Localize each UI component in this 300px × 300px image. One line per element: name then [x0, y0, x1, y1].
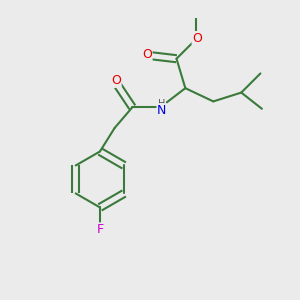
- Text: O: O: [111, 74, 121, 87]
- Text: H: H: [158, 99, 166, 109]
- Text: O: O: [142, 48, 152, 61]
- Text: F: F: [96, 223, 103, 236]
- Text: N: N: [157, 104, 167, 117]
- Text: O: O: [192, 32, 202, 45]
